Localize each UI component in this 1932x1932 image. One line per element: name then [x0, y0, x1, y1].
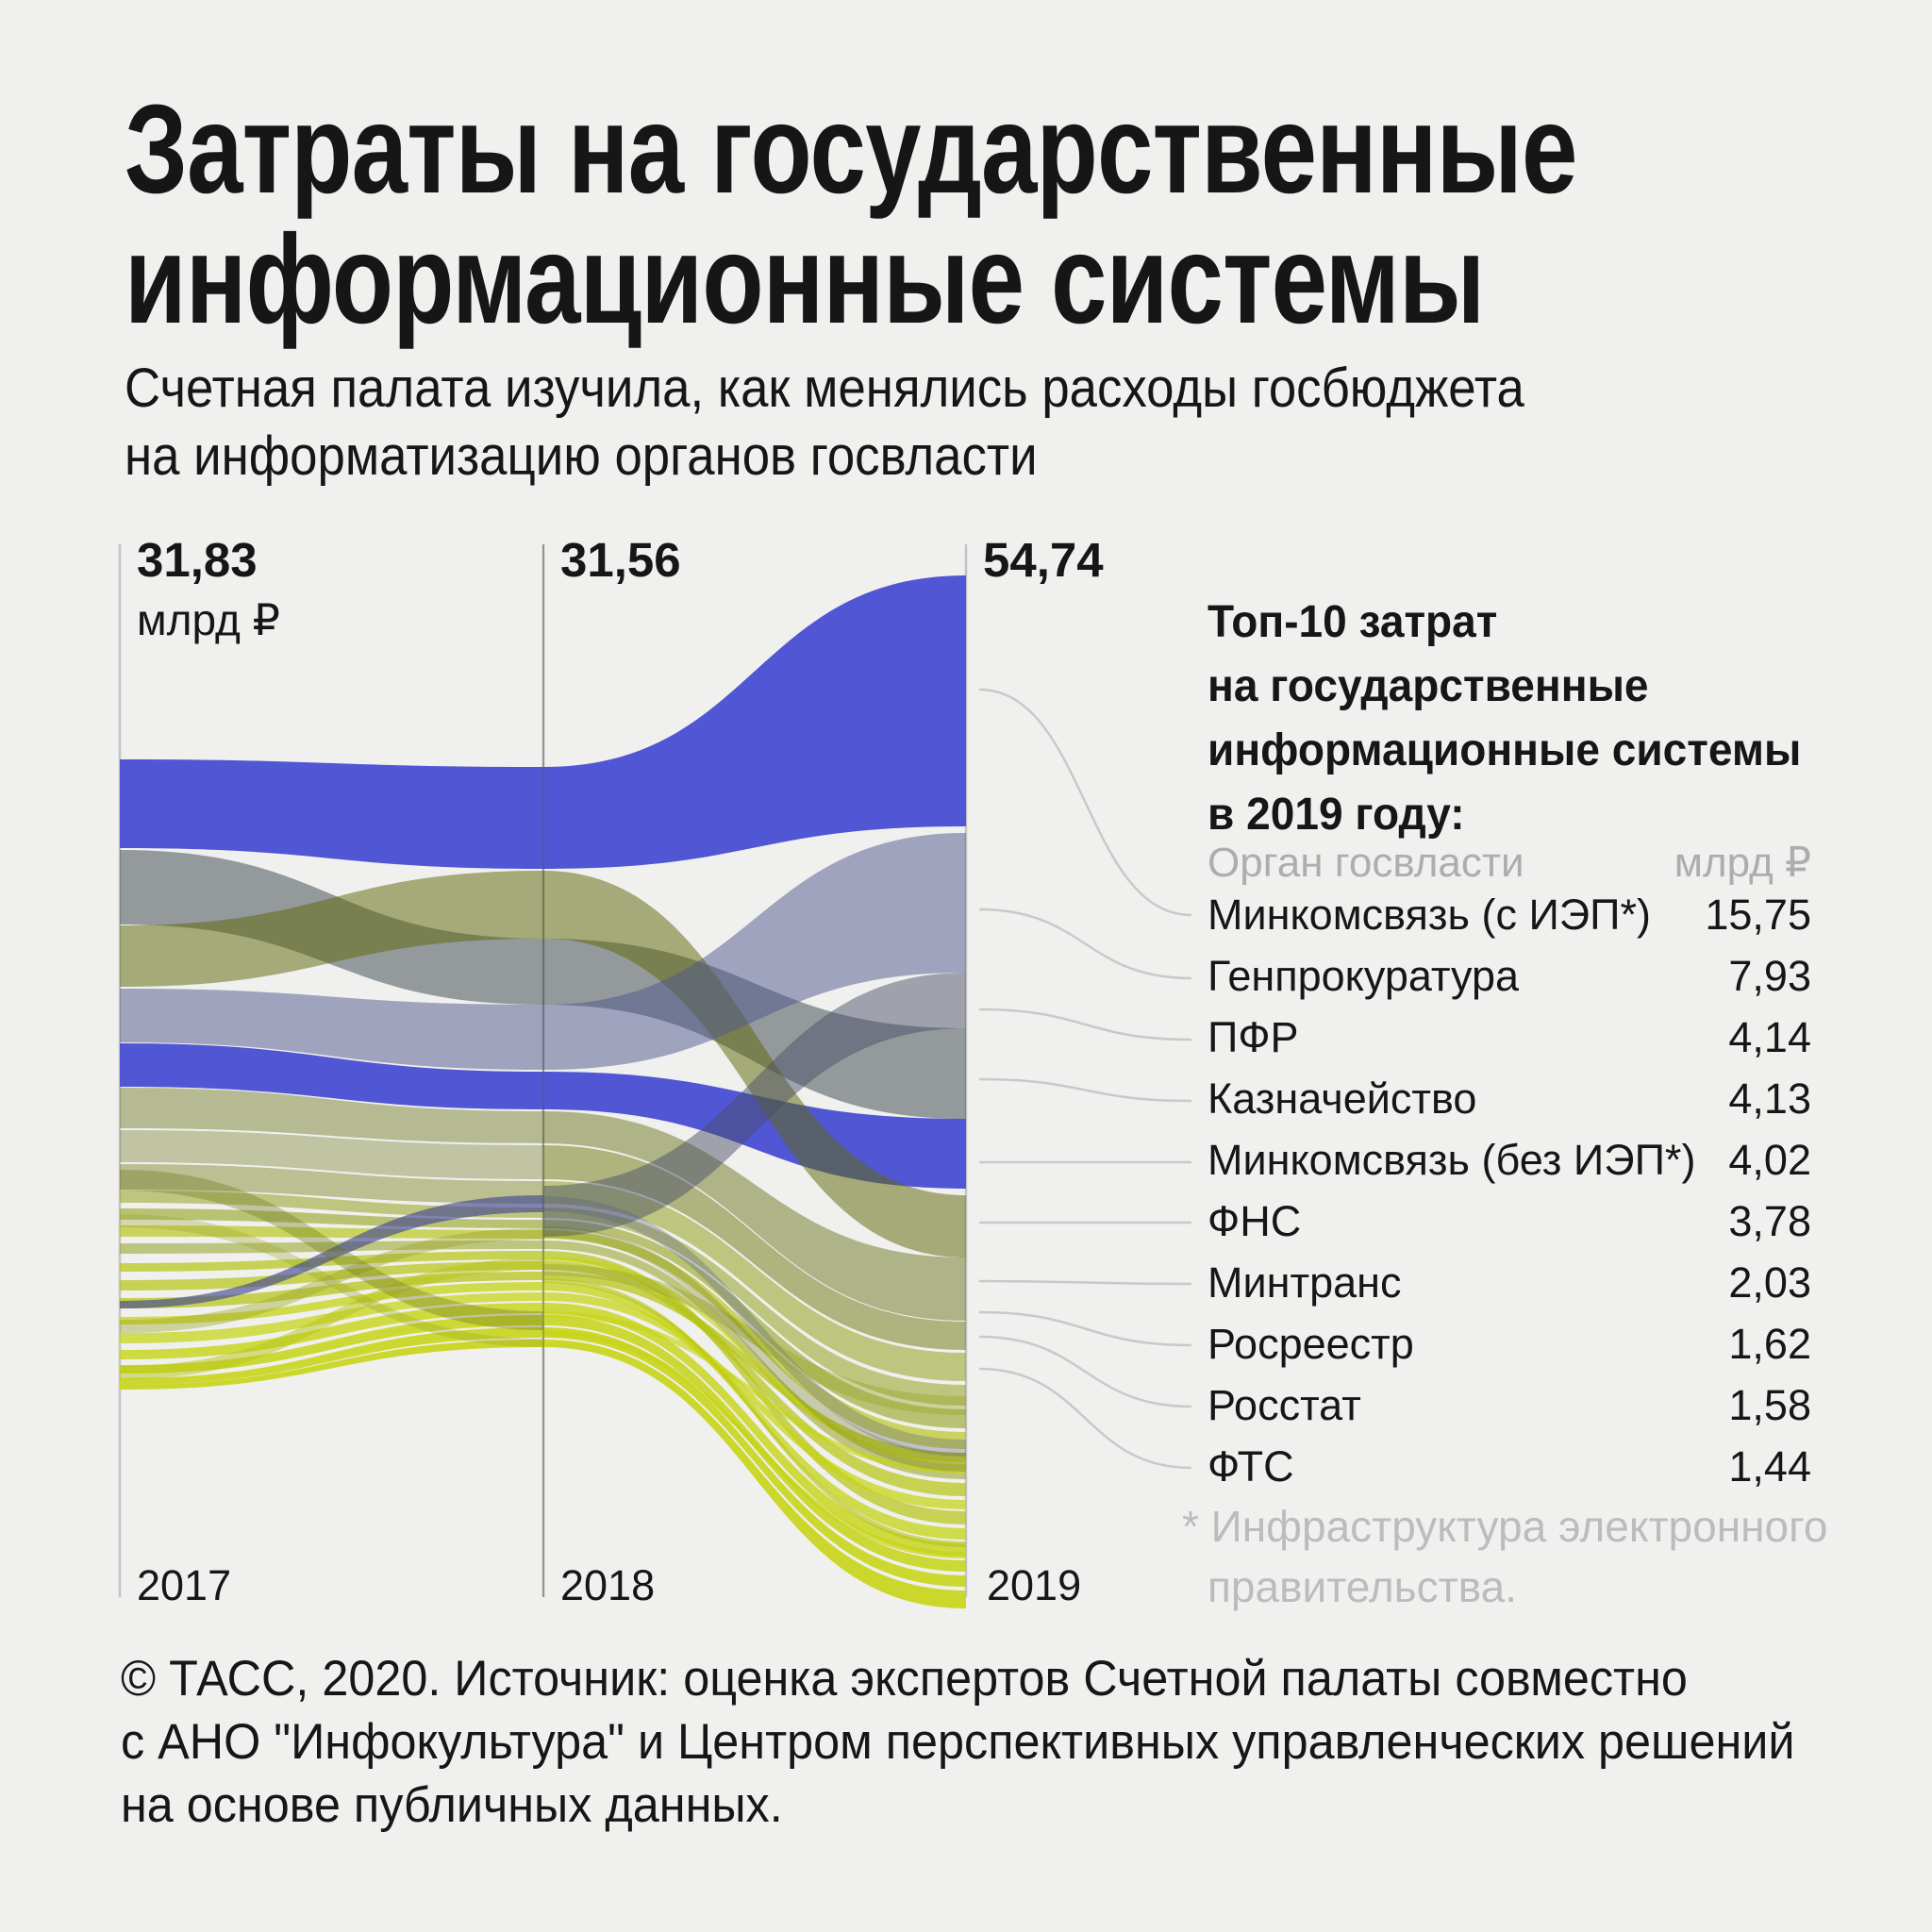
svg-text:на государственные: на государственные [1208, 659, 1649, 710]
svg-text:ФТС: ФТС [1208, 1442, 1294, 1491]
svg-text:с АНО "Инфокультура" и Центром: с АНО "Инфокультура" и Центром перспекти… [121, 1713, 1795, 1769]
svg-text:7,93: 7,93 [1728, 952, 1811, 1000]
svg-text:правительства.: правительства. [1208, 1562, 1517, 1611]
svg-text:4,02: 4,02 [1728, 1136, 1811, 1184]
svg-text:на информатизацию органов госв: на информатизацию органов госвласти [125, 425, 1038, 487]
svg-text:1,62: 1,62 [1728, 1320, 1811, 1368]
svg-text:2018: 2018 [560, 1561, 655, 1609]
svg-text:Затраты на государственные: Затраты на государственные [125, 77, 1577, 219]
svg-text:54,74: 54,74 [983, 533, 1104, 587]
svg-text:2019: 2019 [987, 1561, 1081, 1609]
svg-text:* Инфраструктура электронного: * Инфраструктура электронного [1182, 1502, 1827, 1551]
svg-text:3,78: 3,78 [1728, 1197, 1811, 1245]
svg-text:млрд ₽: млрд ₽ [137, 595, 280, 644]
svg-text:2017: 2017 [137, 1561, 231, 1609]
svg-text:31,56: 31,56 [560, 533, 681, 587]
svg-text:15,75: 15,75 [1705, 891, 1811, 939]
svg-text:31,83: 31,83 [137, 533, 258, 587]
svg-text:Топ-10 затрат: Топ-10 затрат [1208, 595, 1497, 646]
svg-text:Казначейство: Казначейство [1208, 1074, 1476, 1123]
svg-text:млрд ₽: млрд ₽ [1674, 840, 1811, 886]
svg-text:2,03: 2,03 [1728, 1258, 1811, 1307]
svg-text:1,58: 1,58 [1728, 1381, 1811, 1429]
svg-text:4,13: 4,13 [1728, 1074, 1811, 1123]
svg-text:информационные системы: информационные системы [125, 208, 1484, 349]
svg-text:Минкомсвязь (с ИЭП*): Минкомсвязь (с ИЭП*) [1208, 891, 1651, 939]
svg-text:на основе публичных данных.: на основе публичных данных. [121, 1776, 783, 1832]
svg-text:Росреестр: Росреестр [1208, 1320, 1414, 1368]
svg-text:Орган госвласти: Орган госвласти [1208, 840, 1524, 886]
svg-text:4,14: 4,14 [1728, 1013, 1811, 1061]
svg-text:Генпрокуратура: Генпрокуратура [1208, 952, 1520, 1000]
svg-text:1,44: 1,44 [1728, 1442, 1811, 1491]
svg-text:ФНС: ФНС [1208, 1197, 1301, 1245]
svg-text:© ТАСС, 2020. Источник: оценка: © ТАСС, 2020. Источник: оценка экспертов… [121, 1650, 1688, 1706]
svg-text:ПФР: ПФР [1208, 1013, 1299, 1061]
svg-text:в 2019 году:: в 2019 году: [1208, 788, 1465, 839]
svg-text:Счетная палата изучила, как ме: Счетная палата изучила, как менялись рас… [125, 358, 1524, 419]
svg-text:Минкомсвязь (без ИЭП*): Минкомсвязь (без ИЭП*) [1208, 1136, 1695, 1184]
svg-text:информационные системы: информационные системы [1208, 724, 1801, 774]
svg-text:Росстат: Росстат [1208, 1381, 1361, 1429]
svg-text:Минтранс: Минтранс [1208, 1258, 1402, 1307]
